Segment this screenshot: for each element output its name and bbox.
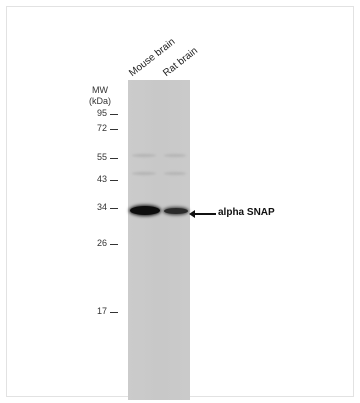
target-arrow-icon: [189, 210, 216, 218]
faint-band-lane1-lower: [132, 172, 156, 175]
target-label: alpha SNAP: [218, 207, 275, 218]
faint-band-lane1-upper: [132, 154, 156, 157]
western-blot-membrane: [128, 80, 190, 400]
mw-tick-26: [110, 244, 118, 245]
mw-label-26: 26: [96, 238, 107, 248]
faint-band-lane2-upper: [164, 154, 186, 157]
mw-tick-17: [110, 312, 118, 313]
mw-tick-95: [110, 114, 118, 115]
band-lane1-target: [130, 206, 160, 215]
mw-tick-34: [110, 208, 118, 209]
mw-tick-55: [110, 158, 118, 159]
mw-tick-43: [110, 180, 118, 181]
mw-label-55: 55: [96, 152, 107, 162]
band-lane2-target: [164, 208, 188, 214]
mw-label-43: 43: [96, 174, 107, 184]
mw-label-95: 95: [96, 108, 107, 118]
faint-band-lane2-lower: [164, 172, 186, 175]
mw-label-72: 72: [96, 123, 107, 133]
mw-unit: (kDa): [89, 96, 111, 106]
mw-tick-72: [110, 129, 118, 130]
mw-label-17: 17: [96, 306, 107, 316]
mw-label-34: 34: [96, 202, 107, 212]
mw-title: MW: [92, 85, 108, 95]
